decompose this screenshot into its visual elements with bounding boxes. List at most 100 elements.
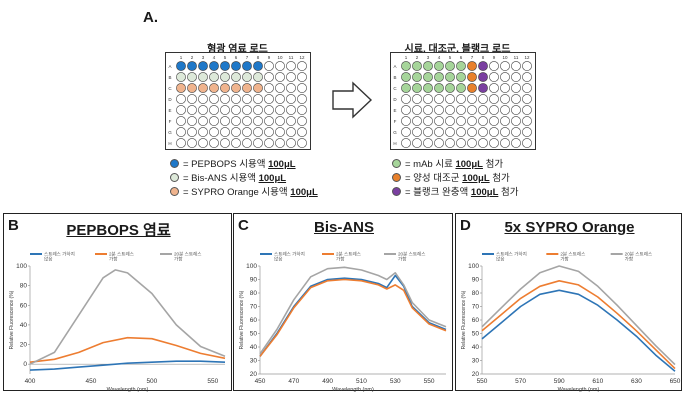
y-tick-label: 60: [250, 317, 258, 324]
y-tick-label: 40: [20, 322, 28, 329]
plate-right-row-label: C: [393, 86, 397, 91]
plate-right-well: [489, 94, 499, 104]
plate-right-well: [456, 105, 466, 115]
plate-right-col-label: 7: [471, 55, 474, 60]
plate-right-well: [434, 72, 444, 82]
blue-dot-icon: [170, 158, 179, 168]
plate-right-well: [456, 94, 466, 104]
plate-right-well: [489, 138, 499, 148]
plate-left-well: [275, 116, 285, 126]
plate-left-well: [242, 105, 252, 115]
plate-right-well: [456, 83, 466, 93]
plate-right-well: [467, 138, 477, 148]
plate-right-col-label: 3: [427, 55, 430, 60]
y-tick-label: 20: [472, 371, 480, 378]
plate-left-well: [198, 83, 208, 93]
y-tick-label: 80: [250, 290, 258, 297]
plate-right-well: [467, 127, 477, 137]
plate-right-well: [445, 83, 455, 93]
plate-right-well: [478, 83, 488, 93]
plate-left-well: [275, 105, 285, 115]
plate-right-row-label: D: [393, 97, 397, 102]
chart-panel-b: B PEPBOPS 염료 스트레스 가하지 않음 2분 스트레스 가함 20분 스트레스…: [3, 213, 232, 392]
plate-right-well: [511, 61, 521, 71]
x-tick-label: 500: [146, 378, 157, 385]
plate-left-well: [220, 138, 230, 148]
plate-right-well: [522, 83, 532, 93]
plate-right-well: [500, 61, 510, 71]
plate-left-well: [297, 94, 307, 104]
plate-left-well: [176, 105, 186, 115]
plate-right-well: [467, 61, 477, 71]
plate-left-well: [209, 61, 219, 71]
y-tick-label: 90: [250, 277, 258, 284]
chart-d-svg: 스트레스 가하지 않음 2분 스트레스 가함 20분 스트레스 가함 20 30 40 50 60 7…: [461, 251, 681, 393]
plate-left-row-label: C: [168, 86, 172, 91]
plate-left-well: [264, 105, 274, 115]
plate-right-well: [489, 72, 499, 82]
plate-left-well: [209, 138, 219, 148]
plate-left-row-label: G: [168, 130, 172, 135]
legend-label: 스트레스 가하지 않음: [496, 251, 527, 262]
plate-left-well: [209, 105, 219, 115]
panel-d-letter: D: [460, 217, 471, 234]
plate-left-well: [176, 94, 186, 104]
legend-left: = PEPBOPS 시용액 100μL = Bis-ANS 시용액 100μL = …: [170, 156, 318, 198]
plate-left-well: [253, 61, 263, 71]
series-line: [259, 278, 447, 357]
plate-left-well: [187, 105, 197, 115]
plate-right-well: [489, 61, 499, 71]
plate-left-well: [220, 116, 230, 126]
plate-right-well: [478, 94, 488, 104]
y-tick-label: 60: [472, 317, 480, 324]
plate-right-well: [412, 138, 422, 148]
y-tick-label: 40: [250, 344, 258, 351]
plate-right-title: 시료, 대조군, 블랭크 로드: [404, 44, 511, 55]
plate-right-well: [423, 116, 433, 126]
x-axis-label: Wavelength (nm): [558, 387, 600, 392]
plate-right-row-label: H: [393, 141, 396, 146]
plate-left-well: [220, 83, 230, 93]
plate-right-well: [478, 105, 488, 115]
plate-right-well: [434, 116, 444, 126]
plate-left-col-label: 7: [246, 55, 249, 60]
plate-left-well: [286, 127, 296, 137]
plate-right-well: [500, 138, 510, 148]
plate-right-col-label: 1: [405, 55, 408, 60]
plate-left-well: [297, 61, 307, 71]
plate-left-well: [275, 61, 285, 71]
plate-right-well: [434, 61, 444, 71]
plate-right-row-label: A: [393, 64, 396, 69]
plate-right-col-label: 10: [502, 55, 508, 60]
plate-left-well: [176, 61, 186, 71]
legend-label: 20분 스트레스 가함: [625, 251, 653, 263]
plate-right-well: [511, 127, 521, 137]
plate-left-well: [176, 72, 186, 82]
plate-right-well: [423, 138, 433, 148]
plate-left-well: [242, 72, 252, 82]
plate-right-well: [445, 61, 455, 71]
y-tick-label: 30: [250, 358, 258, 365]
legend-right: = mAb 시료 100μL 첨가 = 양성 대조군 100μL 첨가 = 블랭크 …: [392, 156, 519, 198]
plate-right-well: [401, 138, 411, 148]
plate-left-well: [253, 83, 263, 93]
chart-panel-c: C Bis-ANS 스트레스 가하지 않음 2분 스트레스 가함 20분 스트레스 가함 2…: [233, 213, 453, 392]
plate-left-well: [242, 138, 252, 148]
plate-right-row-label: F: [394, 119, 397, 124]
plate-left-well: [242, 127, 252, 137]
plate-left-well: [286, 61, 296, 71]
x-tick-label: 530: [390, 378, 401, 385]
plate-left-well: [187, 61, 197, 71]
plate-left-col-label: 3: [202, 55, 205, 60]
series-line: [481, 265, 676, 366]
plate-left-well: [220, 72, 230, 82]
y-axis-label: Relative Fluorescence (%): [461, 290, 467, 349]
legend-item: = 양성 대조군 100μL 첨가: [392, 170, 519, 184]
y-tick-label: 80: [472, 290, 480, 297]
plate-right-well: [434, 83, 444, 93]
plate-right-well: [401, 94, 411, 104]
plate-right-well: [467, 72, 477, 82]
legend-label: 2분 스트레스 가함: [336, 251, 361, 263]
y-tick-label: 50: [250, 331, 258, 338]
plate-left-well: [286, 138, 296, 148]
